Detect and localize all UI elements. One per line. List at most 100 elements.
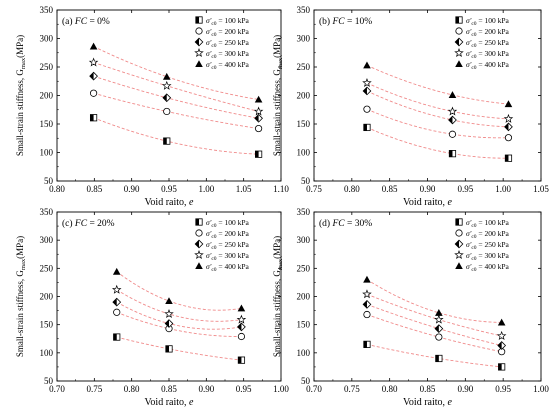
x-tick-label: 1.00	[533, 384, 549, 394]
chart-panel: 0.80 0.85 0.90 0.95 1.00 1.05 1.10 50 100 150 200 2…	[15, 5, 289, 208]
x-axis-label: Void raito, e	[403, 397, 453, 408]
data-point	[113, 308, 121, 316]
panel-title: (c) FC = 20%	[62, 218, 115, 229]
legend-entry: σ'c0 = 200 kPa	[206, 229, 250, 240]
chart-panel: 0.70 0.75 0.80 0.85 0.90 0.95 1.00 50 100 150 200 2…	[272, 207, 549, 408]
x-tick-label: 0.80	[382, 384, 398, 394]
legend-marker	[194, 250, 204, 260]
data-point	[162, 72, 171, 80]
x-tick-label: 0.75	[344, 384, 360, 394]
data-point	[89, 42, 98, 50]
legend-entry: σ'c0 = 250 kPa	[206, 240, 250, 251]
fit-curve	[366, 303, 502, 346]
data-point	[448, 115, 457, 125]
y-tick-label: 50	[301, 376, 311, 386]
fit-curve	[366, 314, 502, 353]
data-point	[236, 314, 247, 324]
legend-marker	[454, 250, 464, 260]
y-tick-label: 50	[44, 376, 54, 386]
y-tick-label: 100	[297, 148, 311, 158]
legend-entry: σ'c0 = 400 kPa	[206, 262, 250, 273]
legend-marker	[455, 16, 463, 24]
x-tick-label: 0.75	[86, 384, 102, 394]
x-tick-label: 0.85	[86, 184, 102, 194]
data-point	[434, 324, 444, 333]
data-point	[435, 309, 443, 316]
legend-marker	[454, 48, 464, 58]
data-point	[254, 150, 263, 158]
x-tick-label: 0.90	[198, 384, 214, 394]
data-point	[363, 310, 371, 319]
legend-entry: σ'c0 = 100 kPa	[466, 16, 510, 27]
y-axis-label: Small-strain stiffness, Gmax(MPa)	[272, 35, 284, 156]
legend-entry: σ'c0 = 250 kPa	[206, 38, 250, 49]
x-tick-label: 1.00	[273, 384, 289, 394]
y-axis-label: Small-strain stiffness, Gmax(MPa)	[15, 236, 27, 357]
data-point	[363, 105, 371, 113]
legend-entry: σ'c0 = 300 kPa	[206, 49, 250, 60]
data-point	[496, 330, 507, 340]
y-tick-label: 100	[40, 148, 54, 158]
data-point	[435, 333, 443, 341]
x-tick-label: 1.00	[495, 184, 511, 194]
data-point	[162, 93, 172, 103]
legend-entry: σ'c0 = 200 kPa	[466, 27, 510, 38]
chart-panel: 0.75 0.80 0.85 0.90 0.95 1.00 1.05 50 100 150 200 2…	[272, 5, 549, 208]
y-tick-label: 350	[40, 207, 54, 217]
data-point	[363, 275, 371, 283]
x-axis-label: Void raito, e	[145, 197, 195, 208]
legend-marker	[195, 27, 203, 35]
data-point	[362, 86, 372, 96]
legend-marker	[194, 37, 204, 47]
y-tick-label: 150	[297, 320, 311, 330]
y-tick-label: 350	[40, 5, 54, 15]
data-point	[448, 150, 457, 158]
data-point	[89, 89, 98, 97]
fit-curve	[93, 92, 259, 130]
y-tick-label: 200	[297, 91, 311, 101]
panel-title: (b) FC = 10%	[319, 16, 372, 27]
data-point	[112, 267, 121, 275]
fit-curve	[116, 336, 242, 361]
fit-curve	[93, 117, 259, 155]
y-axis-label: Small-strain stiffness, Gmax(MPa)	[15, 35, 27, 156]
x-tick-label: 0.75	[306, 184, 322, 194]
x-axis-label: Void raito, e	[403, 197, 453, 208]
data-point	[363, 61, 371, 69]
y-tick-label: 300	[297, 34, 311, 44]
data-point	[498, 363, 506, 371]
x-tick-label: 0.85	[382, 184, 398, 194]
data-point	[255, 124, 263, 133]
data-point	[164, 319, 174, 328]
data-point	[254, 95, 263, 103]
y-tick-label: 200	[40, 91, 54, 101]
data-point	[434, 314, 444, 324]
data-point	[448, 91, 457, 98]
x-tick-label: 0.85	[161, 384, 177, 394]
legend-marker	[454, 239, 464, 249]
data-point	[504, 122, 513, 132]
legend-entry: σ'c0 = 250 kPa	[466, 38, 510, 49]
y-tick-label: 350	[297, 207, 311, 217]
y-tick-label: 250	[297, 263, 311, 273]
legend-marker	[455, 60, 463, 68]
legend-marker	[455, 262, 463, 270]
x-tick-label: 0.95	[161, 184, 177, 194]
data-point	[504, 134, 513, 142]
fit-curve	[116, 301, 242, 330]
data-point	[89, 71, 98, 81]
y-tick-label: 50	[301, 176, 311, 186]
legend-marker	[195, 229, 203, 237]
data-point	[164, 308, 174, 319]
x-tick-label: 0.80	[49, 184, 65, 194]
data-point	[362, 77, 372, 88]
legend-entry: σ'c0 = 100 kPa	[466, 218, 510, 229]
data-point	[162, 80, 172, 90]
x-tick-label: 0.95	[495, 384, 511, 394]
fit-curve	[366, 293, 502, 337]
data-point	[362, 300, 372, 309]
data-point	[363, 340, 371, 348]
legend-entry: σ'c0 = 100 kPa	[206, 16, 250, 27]
fit-curve	[366, 90, 509, 128]
fit-curve	[366, 127, 509, 159]
